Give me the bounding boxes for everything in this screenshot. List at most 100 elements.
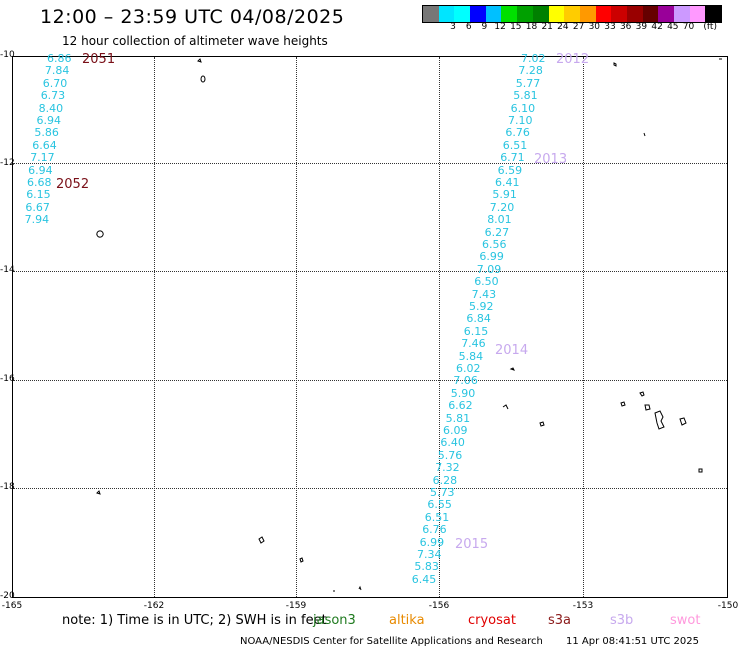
timestamp: 11 Apr 08:41:51 UTC 2025 (566, 636, 699, 647)
island-outline (96, 490, 101, 495)
island-outline (654, 410, 665, 430)
wave-height-value: 6.51 (424, 510, 450, 524)
wave-height-value: 6.10 (510, 101, 536, 115)
x-tick-label: -153 (572, 601, 594, 611)
wave-height-value: 6.71 (500, 151, 525, 165)
x-tick-label: -150 (717, 601, 739, 611)
wave-height-value: 6.15 (463, 324, 489, 338)
colorbar-label: 6 (465, 22, 472, 32)
wave-height-value: 7.84 (44, 64, 70, 78)
legend-jason3: jason3 (313, 613, 356, 628)
island-outline (643, 132, 646, 137)
wave-height-value: 6.59 (497, 163, 523, 177)
colorbar-swatch (454, 6, 471, 22)
y-tick-label: -16 (0, 374, 15, 384)
colorbar-swatch (423, 6, 439, 22)
colorbar-swatch (674, 6, 690, 22)
colorbar-swatch (564, 6, 580, 22)
cycle-label: 2015 (455, 537, 489, 552)
colorbar-label: 36 (619, 22, 632, 32)
grid-line-y (13, 380, 727, 381)
island-outline (96, 230, 104, 238)
wave-height-value: 7.09 (476, 262, 502, 276)
wave-height-colorbar (422, 5, 723, 23)
colorbar-swatch (611, 6, 627, 22)
page-subtitle: 12 hour collection of altimeter wave hei… (62, 34, 328, 48)
island-outline (539, 421, 545, 427)
wave-height-value: 7.17 (30, 151, 55, 165)
wave-height-value: 5.76 (437, 448, 463, 462)
legend-cryosat: cryosat (468, 613, 516, 628)
grid-line-y (13, 163, 727, 164)
x-tick-label: -165 (1, 601, 23, 611)
wave-height-value: 6.64 (32, 138, 57, 152)
y-tick-label: -12 (0, 158, 15, 168)
colorbar-swatch (517, 6, 533, 22)
wave-height-value: 6.41 (495, 176, 520, 189)
legend-s3a: s3a (548, 613, 572, 628)
colorbar-swatch (595, 6, 612, 22)
colorbar-swatch (626, 6, 643, 22)
wave-height-value: 7.28 (518, 64, 543, 78)
colorbar-swatch (579, 6, 596, 22)
colorbar-label: 45 (667, 22, 679, 32)
wave-height-value: 7.46 (461, 337, 486, 351)
island-outline (639, 391, 645, 397)
cycle-label: 2051 (82, 52, 116, 67)
wave-height-value: 6.15 (26, 188, 51, 202)
wave-height-value: 6.27 (484, 225, 510, 239)
wave-height-value: 5.81 (445, 411, 471, 425)
credit-text: NOAA/NESDIS Center for Satellite Applica… (240, 636, 543, 647)
wave-height-value: 6.62 (448, 399, 473, 413)
wave-height-value: 6.02 (456, 362, 481, 375)
grid-line-y (13, 271, 727, 272)
island-outline (197, 58, 202, 63)
island-outline (644, 404, 651, 411)
wave-height-value: 6.40 (440, 436, 465, 450)
colorbar-swatch (470, 6, 486, 22)
cycle-label: 2052 (56, 177, 90, 192)
colorbar-label: 39 (635, 22, 648, 32)
wave-height-value: 7.20 (489, 200, 515, 214)
cycle-label: 2013 (534, 152, 568, 167)
wave-height-value: 6.73 (40, 89, 66, 103)
footer-note: note: 1) Time is in UTC; 2) SWH is in fe… (62, 613, 327, 628)
legend-altika: altika (389, 613, 425, 628)
wave-height-value: 6.09 (443, 424, 468, 437)
colorbar-label: 70 (682, 22, 695, 32)
colorbar-label: 12 (494, 22, 506, 32)
wave-height-value: 6.51 (502, 138, 528, 152)
colorbar-swatch (438, 6, 455, 22)
wave-height-value: 6.94 (36, 114, 62, 127)
colorbar-swatch (642, 6, 659, 22)
island-outline (200, 75, 206, 83)
colorbar-swatch (658, 6, 674, 22)
colorbar-swatch (532, 6, 549, 22)
wave-height-value: 6.70 (42, 76, 68, 90)
y-tick-label: -10 (0, 50, 15, 60)
wave-height-value: 7.32 (435, 461, 460, 475)
island-outline (613, 62, 617, 67)
wave-height-value: 6.76 (422, 523, 447, 537)
wave-height-value: 6.76 (505, 126, 530, 140)
legend-swot: swot (670, 613, 701, 628)
wave-height-value: 7.02 (521, 52, 546, 65)
colorbar-swatch (485, 6, 502, 22)
wave-height-value: 6.45 (411, 572, 437, 586)
grid-line-x (583, 57, 584, 597)
grid-line-x (439, 57, 440, 597)
colorbar-label: 9 (481, 22, 488, 32)
wave-height-value: 8.40 (38, 101, 64, 115)
wave-height-value: 5.83 (414, 560, 439, 574)
wave-height-value: 6.56 (482, 238, 507, 251)
colorbar-label: 24 (557, 22, 569, 32)
colorbar-swatch (705, 6, 722, 22)
y-tick-label: -18 (0, 482, 15, 492)
colorbar-swatch (548, 6, 565, 22)
colorbar-swatch (689, 6, 706, 22)
wave-height-value: 8.01 (487, 213, 512, 227)
colorbar-label: 27 (572, 22, 585, 32)
x-tick-label: -156 (428, 601, 450, 611)
wave-height-value: 5.84 (458, 349, 484, 363)
cycle-label: 2014 (495, 343, 529, 358)
